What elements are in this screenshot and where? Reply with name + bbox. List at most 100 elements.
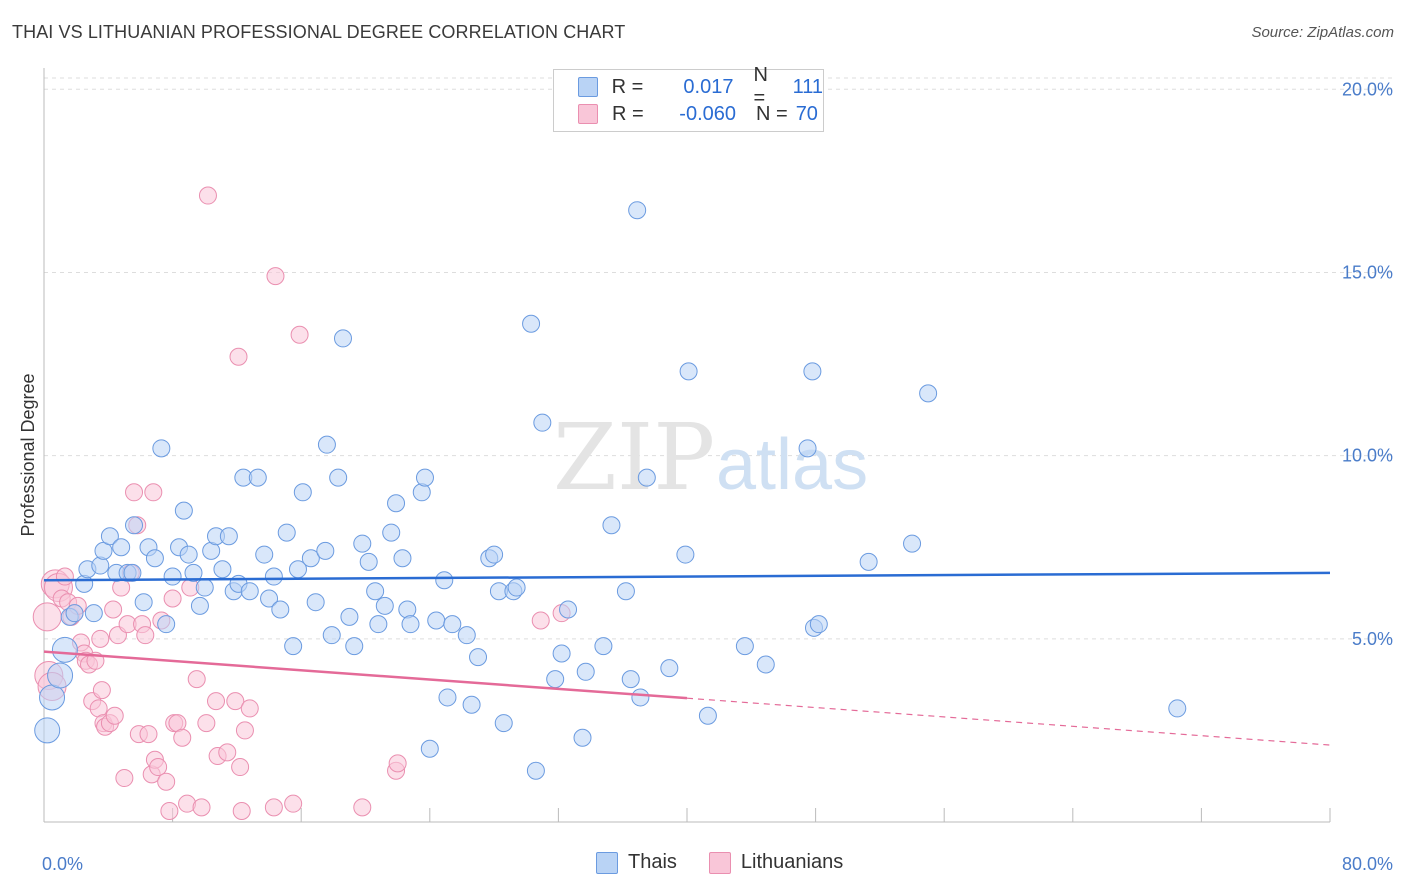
thai-point xyxy=(316,541,335,560)
y-axis-title: Professional Degree xyxy=(18,373,38,536)
thai-point xyxy=(260,589,279,608)
thai-point xyxy=(91,556,110,575)
legend-n-label: N = xyxy=(753,64,768,109)
thai-point xyxy=(859,552,878,571)
thai-point xyxy=(415,468,434,487)
lithuanian-point xyxy=(105,706,124,725)
thai-point xyxy=(353,534,372,553)
thai-point xyxy=(213,560,232,579)
thai-point xyxy=(387,494,406,513)
thai-point xyxy=(546,670,565,689)
lithuanian-point xyxy=(125,483,144,502)
thai-point xyxy=(75,574,94,593)
thai-point xyxy=(306,593,325,612)
thai-point xyxy=(369,615,388,634)
lithuanian-point xyxy=(226,692,245,711)
x-tick-label: 80.0% xyxy=(1342,854,1393,874)
source-label: Source: ZipAtlas.com xyxy=(1251,24,1394,41)
thai-point xyxy=(494,714,513,733)
lithuanian-point xyxy=(32,602,62,632)
legend-item-lithuanians: Lithuanians xyxy=(708,851,843,874)
thais-legend-swatch xyxy=(596,851,618,874)
thai-point xyxy=(576,662,595,681)
lithuanian-point xyxy=(160,802,179,821)
thai-point xyxy=(393,549,412,568)
thai-point xyxy=(809,615,828,634)
thai-point xyxy=(443,615,462,634)
thai-point xyxy=(756,655,775,674)
thai-point xyxy=(157,615,176,634)
thai-point xyxy=(322,626,341,645)
thai-point xyxy=(679,362,698,381)
thai-point xyxy=(485,545,504,564)
thai-point xyxy=(803,362,822,381)
thai-point xyxy=(100,527,119,546)
legend-r-label: R = xyxy=(612,102,644,125)
lithuanian-point xyxy=(92,681,111,700)
thai-point xyxy=(507,578,526,597)
lithuanian-point xyxy=(232,802,251,821)
legend-row-lithuanians: R = -0.060 N = 70 xyxy=(578,101,818,127)
lithuanian-point xyxy=(207,692,226,711)
thai-point xyxy=(559,600,578,619)
thai-point xyxy=(112,538,131,557)
thai-point xyxy=(195,578,214,597)
lithuanian-point xyxy=(197,714,216,733)
lithuanian-point xyxy=(388,754,407,773)
lithuanian-trend-line xyxy=(43,650,688,700)
trend-lines xyxy=(43,571,1331,746)
lithuanian-trend-extension xyxy=(686,697,1331,746)
lithuanian-point xyxy=(229,347,248,366)
thai-point xyxy=(798,439,817,458)
thai-point xyxy=(174,501,193,520)
thai-point xyxy=(134,593,153,612)
lithuanians-swatch xyxy=(578,104,598,124)
thai-point xyxy=(190,596,209,615)
thais-swatch xyxy=(578,77,598,97)
thai-point xyxy=(398,600,417,619)
lithuanian-point xyxy=(104,600,123,619)
lithuanian-point xyxy=(531,611,550,630)
stats-legend: R = 0.017 N = 111 R = -0.060 N = 70 xyxy=(553,64,824,132)
lithuanian-point xyxy=(157,772,176,791)
lithuanian-point xyxy=(284,794,303,813)
y-tick-label: 15.0% xyxy=(1342,262,1393,282)
lithuanian-point xyxy=(353,798,372,817)
thai-point xyxy=(240,582,259,601)
y-tick-label: 10.0% xyxy=(1342,446,1393,466)
thai-point xyxy=(145,549,164,568)
thai-point xyxy=(184,563,203,582)
thai-point xyxy=(628,201,647,220)
thai-point xyxy=(248,468,267,487)
thai-point xyxy=(163,567,182,586)
watermark-atlas: atlas xyxy=(716,425,868,505)
thai-point xyxy=(631,688,650,707)
thai-point xyxy=(526,761,545,780)
y-tick-label: 20.0% xyxy=(1342,79,1393,99)
thai-point xyxy=(522,314,541,333)
legend-n-value: 111 xyxy=(792,75,823,98)
thai-points xyxy=(34,201,1187,780)
lithuanian-point xyxy=(115,769,134,788)
thai-point xyxy=(47,662,74,689)
thai-point xyxy=(382,523,401,542)
thai-point xyxy=(533,413,552,432)
thais-legend-label: Thais xyxy=(628,851,677,873)
lithuanian-point xyxy=(240,699,259,718)
thai-point xyxy=(51,636,78,663)
lithuanian-point xyxy=(264,798,283,817)
lithuanian-point xyxy=(187,670,206,689)
thai-point xyxy=(333,329,352,348)
thai-point xyxy=(366,582,385,601)
legend-r-label: R = xyxy=(611,75,644,98)
thai-point xyxy=(552,644,571,663)
lithuanian-point xyxy=(266,267,285,286)
thai-point xyxy=(735,637,754,656)
thai-trend-line xyxy=(43,571,1331,582)
thai-point xyxy=(301,549,320,568)
thai-point xyxy=(919,384,938,403)
legend-n-label: N = xyxy=(756,102,788,125)
thai-point xyxy=(438,688,457,707)
lithuanian-point xyxy=(163,589,182,608)
